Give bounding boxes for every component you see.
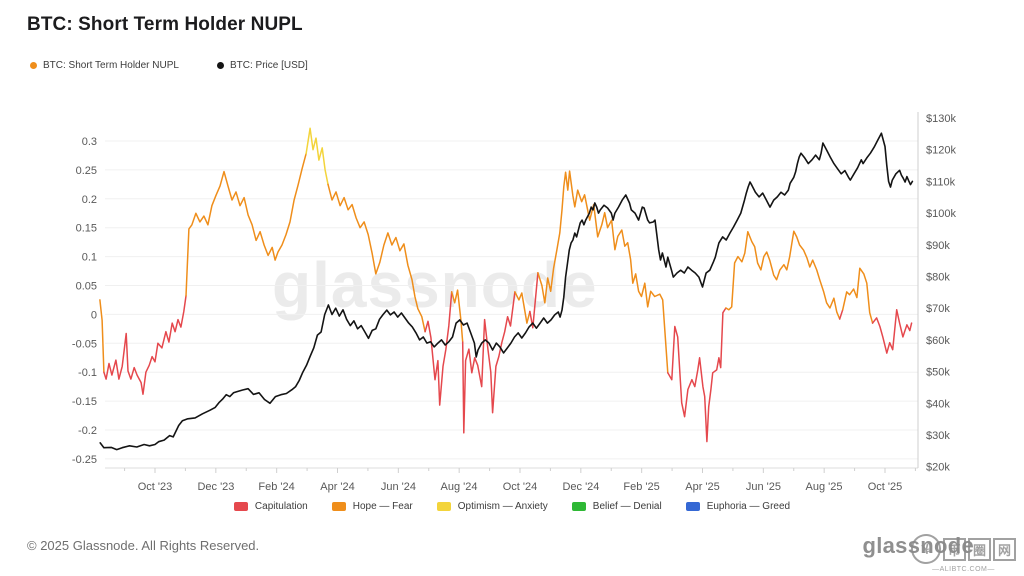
- y-axis-right-tick: $100k: [926, 208, 956, 220]
- y-axis-left-tick: -0.1: [78, 367, 97, 379]
- nupl-line-segment: [667, 307, 727, 443]
- nupl-line-segment: [327, 183, 426, 333]
- y-axis-left-tick: -0.15: [72, 396, 97, 408]
- y-axis-left-tick: -0.25: [72, 454, 97, 466]
- y-axis-right-tick: $90k: [926, 240, 950, 252]
- series-legend-item[interactable]: BTC: Price [USD]: [216, 60, 308, 71]
- y-axis-right-tick: $80k: [926, 272, 950, 284]
- zone-swatch-icon: [685, 502, 700, 511]
- y-axis-left-tick: 0.3: [82, 136, 97, 148]
- x-axis-tick: Oct '24: [503, 481, 538, 493]
- zone-legend-item[interactable]: Euphoria — Greed: [685, 501, 791, 512]
- x-axis-tick: Apr '25: [685, 481, 720, 493]
- x-axis-tick: Feb '25: [623, 481, 659, 493]
- x-axis-tick: Dec '23: [197, 481, 234, 493]
- y-axis-left-tick: -0.2: [78, 425, 97, 437]
- y-axis-right-tick: $50k: [926, 367, 950, 379]
- nupl-line-segment: [841, 267, 874, 324]
- x-axis-tick: Jun '25: [746, 481, 781, 493]
- x-axis-tick: Dec '24: [562, 481, 599, 493]
- series-legend-dot-icon: [216, 62, 224, 69]
- y-axis-right-tick: $20k: [926, 462, 950, 474]
- site-watermark: ¥ 币圈网 —ALIBTC.COM—: [907, 530, 1016, 573]
- y-axis-right-tick: $60k: [926, 335, 950, 347]
- series-legend-dot-icon: [30, 62, 37, 69]
- series-legend-item[interactable]: BTC: Short Term Holder NUPL: [30, 60, 179, 71]
- x-axis-tick: Apr '24: [320, 481, 355, 493]
- y-axis-left-tick: 0: [91, 309, 97, 321]
- site-watermark-char: 网: [993, 537, 1016, 561]
- zone-legend-label: Capitulation: [254, 501, 308, 512]
- zone-legend-item[interactable]: Optimism — Anxiety: [436, 501, 548, 512]
- site-watermark-caption: —ALIBTC.COM—: [932, 566, 995, 573]
- x-axis-tick: Feb '24: [258, 481, 294, 493]
- page-title: BTC: Short Term Holder NUPL: [27, 14, 303, 35]
- nupl-line-segment: [725, 230, 841, 320]
- copyright-text: © 2025 Glassnode. All Rights Reserved.: [27, 538, 260, 553]
- series-legend-label: BTC: Short Term Holder NUPL: [43, 60, 179, 71]
- nupl-line-segment: [461, 291, 516, 434]
- nupl-line-segment: [838, 309, 844, 320]
- x-axis-tick: Jun '24: [381, 481, 416, 493]
- zone-legend-label: Euphoria — Greed: [706, 501, 791, 512]
- nupl-line-segment: [514, 291, 531, 324]
- price-line: [99, 132, 914, 451]
- nupl-line-segment: [529, 272, 539, 329]
- series-legend: BTC: Short Term Holder NUPL BTC: Price [U…: [30, 60, 308, 71]
- y-axis-right-tick: $30k: [926, 430, 950, 442]
- y-axis-left-tick: 0.2: [82, 194, 97, 206]
- nupl-line-segment: [424, 291, 453, 406]
- zone-legend-label: Belief — Denial: [592, 501, 662, 512]
- y-axis-right-tick: $110k: [926, 176, 956, 188]
- seal-icon: ¥: [907, 530, 945, 568]
- x-axis-tick: Aug '24: [441, 481, 478, 493]
- nupl-line-segment: [305, 127, 329, 186]
- zone-legend: Capitulation Hope — Fear Optimism — Anxiet…: [0, 501, 1024, 512]
- zone-legend-label: Optimism — Anxiety: [457, 501, 548, 512]
- glassnode-logo: glassnode: [862, 533, 974, 558]
- nupl-line-segment: [99, 299, 105, 373]
- x-axis-tick: Oct '23: [138, 481, 173, 493]
- site-watermark-char: 圈: [968, 537, 991, 561]
- zone-swatch-icon: [571, 502, 586, 511]
- nupl-line-segment: [185, 152, 307, 297]
- y-axis-right-tick: $40k: [926, 398, 950, 410]
- x-axis-tick: Oct '25: [868, 481, 903, 493]
- zone-legend-item[interactable]: Capitulation: [233, 501, 308, 512]
- series-legend-label: BTC: Price [USD]: [229, 60, 308, 71]
- nupl-line-segment: [871, 309, 913, 354]
- y-axis-left-tick: 0.05: [76, 281, 97, 293]
- zone-legend-label: Hope — Fear: [352, 501, 413, 512]
- y-axis-left-tick: 0.25: [76, 165, 97, 177]
- y-axis-left-tick: 0.1: [82, 252, 97, 264]
- site-watermark-char: 币: [943, 537, 966, 561]
- zone-swatch-icon: [331, 502, 346, 511]
- zone-swatch-icon: [436, 502, 451, 511]
- zone-swatch-icon: [233, 502, 248, 511]
- zone-legend-item[interactable]: Belief — Denial: [571, 501, 662, 512]
- y-axis-right-tick: $120k: [926, 145, 956, 157]
- x-axis-tick: Aug '25: [806, 481, 843, 493]
- zone-legend-item[interactable]: Hope — Fear: [331, 501, 413, 512]
- nupl-line-segment: [103, 295, 187, 395]
- nupl-line-segment: [450, 289, 464, 343]
- y-axis-left-tick: 0.15: [76, 223, 97, 235]
- nupl-line-segment: [537, 170, 669, 374]
- y-axis-left-tick: -0.05: [72, 338, 97, 350]
- y-axis-right-tick: $130k: [926, 113, 956, 125]
- site-watermark-row: ¥ 币圈网: [907, 530, 1016, 568]
- y-axis-right-tick: $70k: [926, 303, 950, 315]
